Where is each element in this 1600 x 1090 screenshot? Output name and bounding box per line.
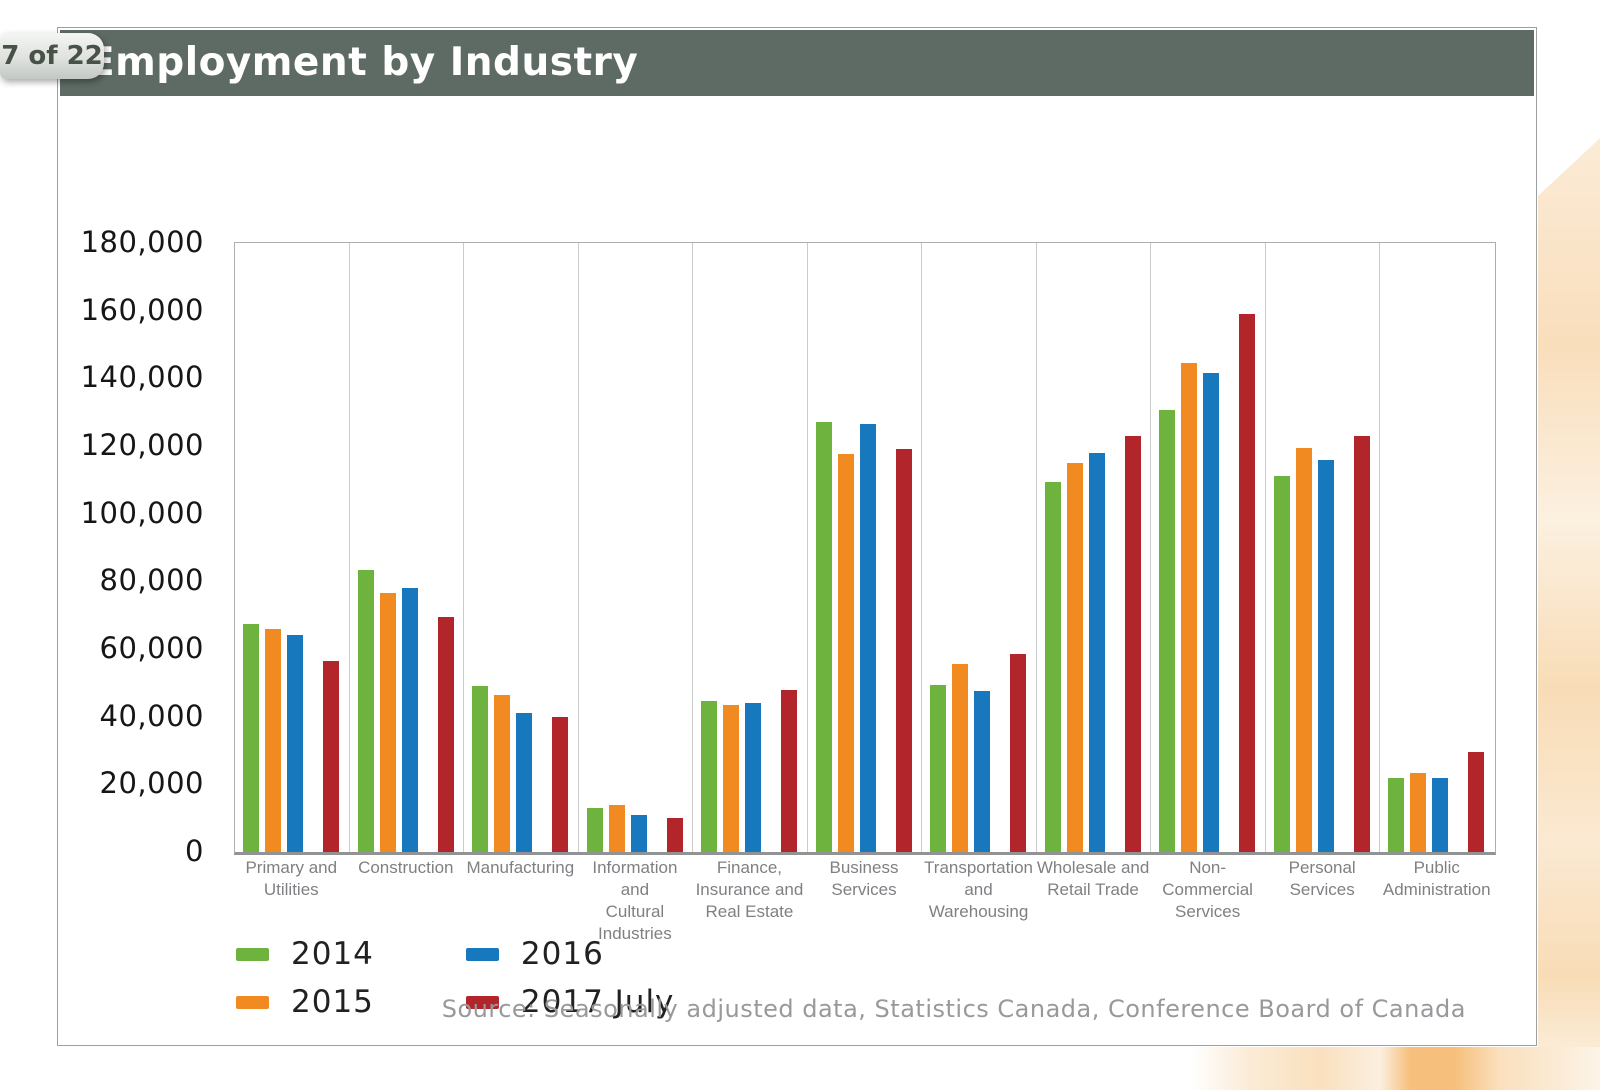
bar-2016 [1317, 459, 1334, 852]
bar-2015 [952, 664, 969, 852]
y-axis-tick-label: 80,000 [99, 563, 204, 598]
bar-2014 [1388, 777, 1405, 852]
category-group [579, 243, 694, 852]
bar-2016 [745, 703, 762, 852]
bar-2015 [837, 454, 854, 852]
bar-2015 [265, 628, 281, 852]
x-axis-category-label: Personal Services [1288, 858, 1356, 900]
slide-title: Employment by Industry [88, 40, 639, 85]
category-group [235, 243, 350, 852]
x-axis-category-label: Wholesale and Retail Trade [1036, 858, 1150, 900]
bar-2016 [1432, 777, 1449, 852]
y-axis-tick-label: 0 [185, 834, 204, 868]
legend-item-2017-july: 2017 July [465, 984, 675, 1020]
bar-2017-july [781, 689, 798, 852]
bar-2014 [243, 623, 259, 852]
y-axis-tick-label: 20,000 [99, 766, 204, 801]
bar-2017-july [552, 716, 569, 852]
category-group [1151, 243, 1266, 852]
bar-2014 [1273, 476, 1290, 852]
bar-2017-july [895, 449, 912, 852]
y-axis-tick-label: 120,000 [80, 428, 204, 462]
bar-2015 [1410, 772, 1427, 852]
bar-2017-july [1239, 314, 1256, 852]
source-caption: Source: Seasonally adjusted data, Statis… [441, 995, 1466, 1023]
legend-swatch-2016 [465, 947, 499, 961]
background-orange-wash [1538, 138, 1600, 1090]
slide: Employment by Industry 180,000 160,000 140… [57, 27, 1537, 1046]
x-axis-category-label: Manufacturing [466, 858, 575, 877]
category-group [922, 243, 1037, 852]
employment-chart-plot-area [234, 242, 1496, 855]
category-group [1266, 243, 1381, 852]
bar-2014 [472, 686, 489, 852]
bar-2015 [1181, 363, 1198, 852]
category-group [808, 243, 923, 852]
bar-2015 [723, 704, 740, 852]
legend-label: 2015 [291, 984, 374, 1020]
legend-swatch-2017-july [465, 995, 499, 1009]
y-axis-tick-label: 60,000 [99, 631, 204, 665]
bar-2016 [630, 814, 647, 852]
bar-2017-july [1468, 752, 1485, 852]
x-axis-category-label: Finance, Insurance and Real Estate [695, 858, 804, 922]
category-group [693, 243, 808, 852]
bar-2014 [357, 569, 374, 852]
bar-2016 [859, 424, 876, 852]
legend-swatch-2014 [236, 947, 269, 961]
bar-2015 [608, 804, 625, 852]
slide-header-bar: Employment by Industry [60, 30, 1534, 96]
background-decoration-bottom [1100, 1047, 1600, 1090]
x-axis-category-label: Public Administration [1382, 858, 1491, 900]
y-axis-tick-label: 180,000 [80, 225, 204, 259]
legend-item-2015: 2015 [236, 984, 374, 1020]
legend-item-2016: 2016 [465, 936, 675, 972]
bar-2017-july [1353, 435, 1370, 852]
bar-2017-july [666, 818, 683, 852]
category-group [1380, 243, 1495, 852]
bar-2015 [1295, 447, 1312, 852]
chart-legend: 2014 2016 2015 2017 July [236, 936, 674, 1020]
bar-2014 [586, 808, 603, 852]
bar-2015 [494, 694, 511, 852]
legend-label: 2017 July [520, 984, 675, 1020]
y-axis-tick-label: 140,000 [80, 360, 204, 395]
y-axis-tick-label: 40,000 [99, 698, 204, 733]
bar-2016 [1203, 373, 1220, 852]
x-axis-category-label: Transportation and Warehousing [924, 858, 1034, 922]
category-group [464, 243, 579, 852]
bar-2017-july [437, 616, 454, 852]
bar-2014 [701, 701, 718, 852]
bar-2016 [287, 635, 303, 852]
bar-2017-july [323, 660, 339, 852]
legend-label: 2016 [520, 936, 604, 972]
bar-2016 [1088, 452, 1105, 852]
x-axis-category-label: Primary and Utilities [245, 858, 338, 900]
bar-2014 [1159, 410, 1176, 852]
x-axis-category-label: Information and Cultural Industries [592, 858, 678, 944]
background-decoration-right [1538, 0, 1600, 1090]
bar-2015 [1066, 462, 1083, 852]
x-axis-category-label: Business Services [829, 858, 899, 900]
bar-2016 [974, 691, 991, 852]
legend-label: 2014 [291, 936, 374, 972]
bar-2014 [815, 422, 832, 852]
y-axis-tick-label: 160,000 [80, 292, 204, 327]
category-group [1037, 243, 1152, 852]
bar-2015 [379, 593, 396, 852]
x-axis-category-label: Non-Commercial Services [1162, 858, 1253, 922]
x-axis-category-label: Construction [358, 858, 454, 877]
bar-2017-july [1124, 435, 1141, 852]
category-group [350, 243, 465, 852]
bar-2017-july [1010, 654, 1027, 852]
bar-2014 [1044, 481, 1061, 852]
slide-counter-badge: 7 of 22 [0, 33, 104, 79]
y-axis-tick-label: 100,000 [80, 495, 204, 530]
bar-2014 [930, 684, 947, 852]
legend-swatch-2015 [236, 995, 269, 1009]
bar-2016 [516, 713, 533, 852]
legend-item-2014: 2014 [236, 936, 374, 972]
bar-2016 [401, 588, 418, 852]
